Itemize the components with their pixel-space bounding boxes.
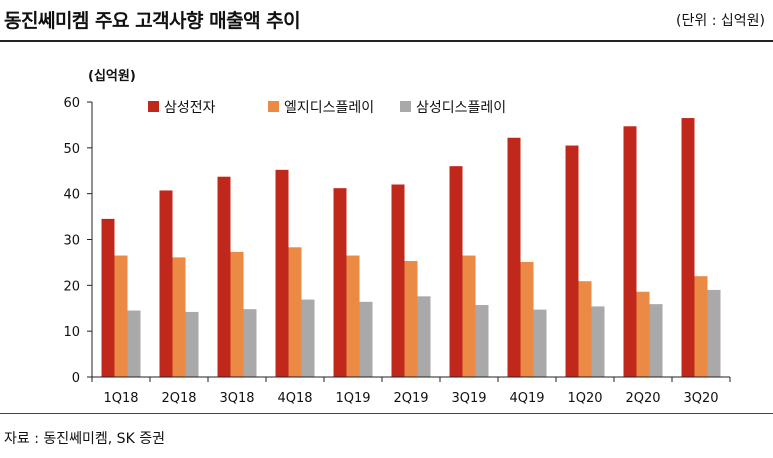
bar-1-1Q19	[333, 188, 347, 377]
y-tick-label: 20	[63, 279, 80, 294]
x-tick-label: 1Q19	[335, 391, 370, 406]
bar-1-2Q19	[391, 184, 405, 377]
legend-swatch	[148, 101, 159, 112]
legend-swatch	[400, 101, 411, 112]
bar-2-1Q19	[346, 255, 360, 377]
y-axis-label: (십억원)	[88, 68, 136, 84]
x-tick-label: 2Q20	[625, 391, 660, 406]
bar-2-2Q20	[636, 291, 650, 377]
bar-2-3Q20	[694, 276, 708, 377]
y-tick-label: 30	[63, 234, 80, 249]
y-tick-label: 40	[63, 188, 80, 203]
bars	[101, 118, 721, 378]
legend: 삼성전자 엘지디스플레이 삼성디스플레이	[148, 100, 506, 116]
bar-2-4Q19	[520, 261, 534, 377]
bar-3-2Q20	[649, 304, 663, 377]
bar-3-3Q19	[475, 305, 489, 377]
x-tick-label: 2Q19	[393, 391, 428, 406]
x-tick-label: 3Q18	[219, 391, 254, 406]
bar-3-1Q19	[359, 301, 373, 377]
source-note: 자료 : 동진쎄미켐, SK 증권	[4, 431, 165, 447]
bar-1-3Q19	[449, 166, 463, 377]
x-tick-label: 3Q20	[683, 391, 718, 406]
x-tick-label: 4Q18	[277, 391, 312, 406]
legend-label: 삼성전자	[164, 100, 216, 116]
x-tick-label: 2Q18	[161, 391, 196, 406]
bar-1-4Q19	[507, 137, 521, 377]
y-tick-label: 0	[72, 371, 80, 386]
x-tick-label: 1Q20	[567, 391, 602, 406]
bar-2-3Q19	[462, 255, 476, 377]
x-axis: 1Q18 2Q18 3Q18 4Q18 1Q19 2Q19 3Q19 4Q19 1Q20 2Q20…	[91, 376, 731, 406]
bar-3-2Q18	[185, 311, 199, 377]
bar-3-3Q20	[707, 289, 721, 377]
bar-2-1Q20	[578, 281, 592, 377]
x-tick-label: 3Q19	[451, 391, 486, 406]
y-tick-label: 60	[63, 96, 80, 111]
bar-2-4Q18	[288, 247, 302, 377]
bar-1-3Q20	[681, 118, 695, 378]
unit-label: (단위 : 십억원)	[676, 13, 765, 29]
top-divider	[0, 40, 773, 42]
x-tick-label: 1Q18	[103, 391, 138, 406]
bar-1-2Q18	[159, 190, 173, 377]
bar-3-4Q19	[533, 309, 547, 377]
bar-3-4Q18	[301, 299, 315, 377]
bar-3-1Q18	[127, 310, 141, 377]
y-tick-label: 10	[63, 325, 80, 340]
y-tick-label: 50	[63, 142, 80, 157]
legend-label: 삼성디스플레이	[416, 100, 506, 116]
bar-1-4Q18	[275, 169, 289, 377]
bar-1-1Q18	[101, 218, 115, 377]
bar-1-3Q18	[217, 176, 231, 377]
bar-2-2Q19	[404, 261, 418, 377]
bar-3-2Q19	[417, 296, 431, 377]
bar-2-3Q18	[230, 251, 244, 377]
bottom-divider	[0, 413, 773, 414]
bar-2-2Q18	[172, 257, 186, 377]
legend-swatch	[268, 101, 279, 112]
bar-3-1Q20	[591, 306, 605, 377]
bar-1-1Q20	[565, 145, 579, 377]
y-axis: 0 10 20 30 40 50 60	[63, 96, 93, 386]
bar-2-1Q18	[114, 255, 128, 377]
bar-3-3Q18	[243, 309, 257, 377]
chart-title: 동진쎄미켐 주요 고객사향 매출액 추이	[4, 10, 301, 32]
bar-1-2Q20	[623, 126, 637, 378]
x-tick-label: 4Q19	[509, 391, 544, 406]
legend-label: 엘지디스플레이	[284, 100, 374, 116]
